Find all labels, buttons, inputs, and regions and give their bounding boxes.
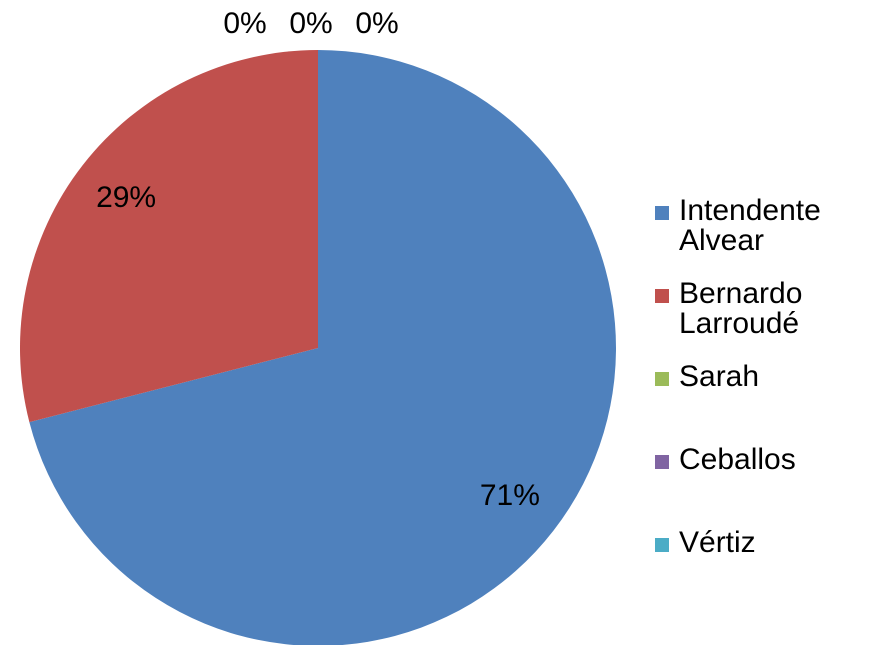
data-label: 0%: [223, 7, 266, 40]
legend-label: Sarah: [679, 360, 760, 393]
legend-item: Ceballos: [655, 445, 865, 528]
pie-slice: [29, 50, 616, 645]
legend-label: Intendente Alvear: [679, 194, 821, 257]
data-label: 71%: [480, 479, 540, 512]
legend-swatch: [655, 538, 669, 552]
legend-label: Ceballos: [679, 443, 796, 476]
legend: Intendente Alvear Bernardo Larroudé Sarah C…: [655, 196, 865, 611]
legend-label: Bernardo Larroudé: [679, 277, 803, 340]
data-label: 0%: [355, 7, 398, 40]
legend-item: Vértiz: [655, 528, 865, 611]
legend-swatch: [655, 206, 669, 220]
legend-swatch: [655, 372, 669, 386]
legend-label: Vértiz: [679, 526, 756, 559]
data-label: 0%: [289, 7, 332, 40]
legend-item: Bernardo Larroudé: [655, 279, 865, 362]
legend-swatch: [655, 289, 669, 303]
pie-slice: [19, 50, 318, 423]
legend-swatch: [655, 455, 669, 469]
legend-item: Intendente Alvear: [655, 196, 865, 279]
data-label: 29%: [96, 181, 156, 214]
legend-item: Sarah: [655, 362, 865, 445]
